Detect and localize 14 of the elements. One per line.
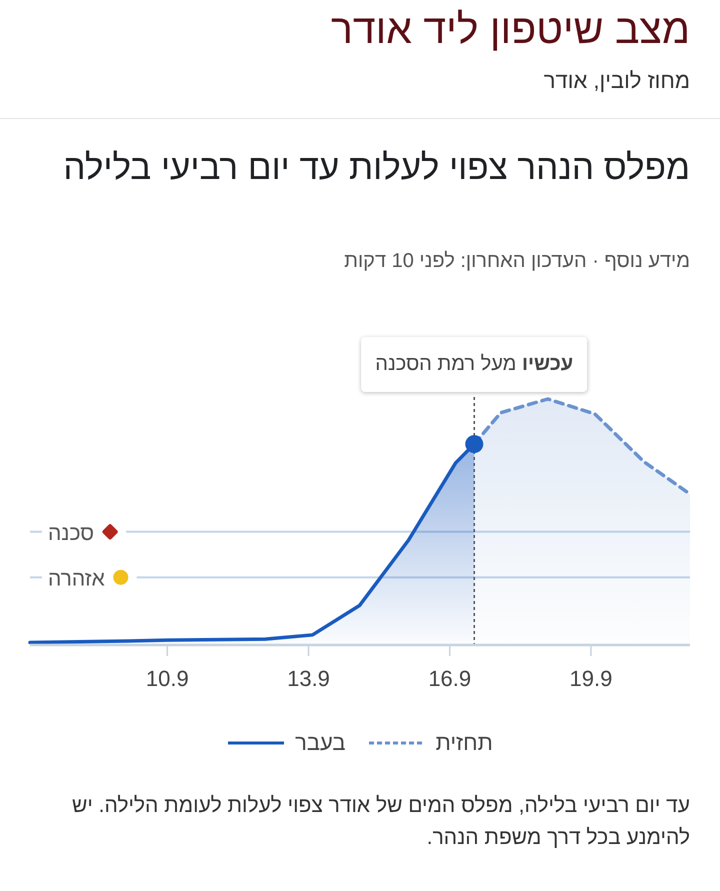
text: מידע נוסף · העדכון האחרון: לפני 10 דקות (343, 249, 690, 274)
ref-line-label: אזהרה (48, 567, 105, 590)
chart-title: מצב שיטפון ליד אודר (330, 5, 690, 54)
x-tick-label: 10.9 (146, 666, 189, 691)
x-tick-label: 16.9 (428, 666, 472, 691)
text: מפלס הנהר צפוי לעלות עד יום רביעי בלילה (62, 147, 690, 189)
legend-label: בעבר (295, 730, 346, 756)
x-tick-label: 13.9 (287, 666, 330, 691)
chart-subtitle: מחוז לובין, אודר (542, 67, 690, 95)
legend-label: תחזית (436, 730, 493, 756)
text: עכשיו מעל רמת הסכנה (361, 337, 588, 392)
text: עד יום רביעי בלילה, מפלס המים של אודר צפוי לעלות לעומת הלילה. יש להימנע בכל דרך משפת הנהר. (70, 793, 690, 851)
x-tick-label: 19.9 (570, 666, 612, 691)
ref-line-label: סכנה (48, 522, 94, 545)
